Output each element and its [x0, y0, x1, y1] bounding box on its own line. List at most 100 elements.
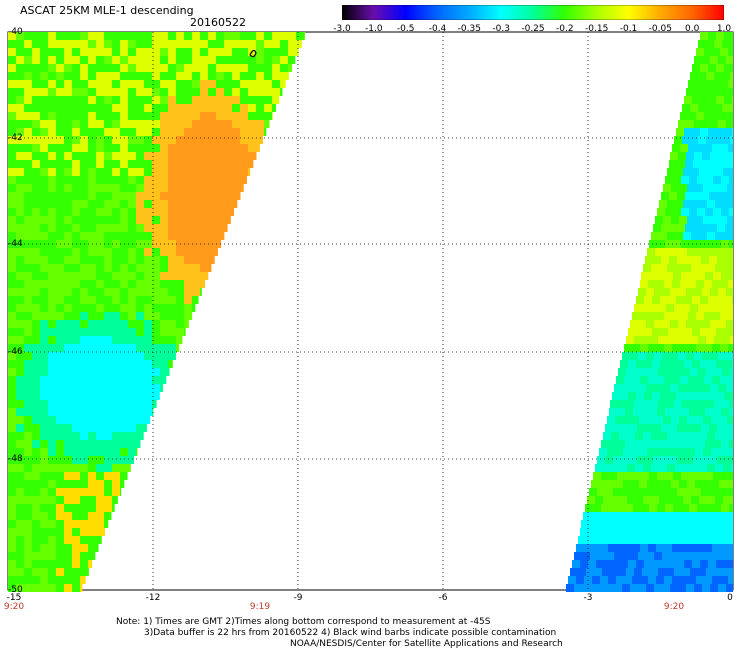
- swath-cell: [80, 184, 88, 192]
- swath-cell: [112, 304, 120, 312]
- swath-cell: [16, 136, 24, 144]
- swath-cell: [652, 296, 660, 304]
- swath-cell: [184, 56, 192, 64]
- swath-cell: [602, 536, 610, 544]
- swath-cell: [264, 56, 272, 64]
- lon-tick-label: -6: [438, 593, 448, 603]
- swath-cell: [697, 472, 705, 480]
- swath-cell: [8, 312, 16, 320]
- swath-cell: [208, 192, 216, 200]
- swath-cell: [152, 232, 160, 240]
- swath-cell: [693, 256, 701, 264]
- swath-cell: [726, 384, 733, 392]
- swath-cell: [96, 448, 104, 456]
- swath-cell: [666, 336, 674, 344]
- swath-cell: [104, 248, 112, 256]
- swath-cell: [686, 552, 694, 560]
- swath-cell: [72, 40, 80, 48]
- swath-cell: [32, 104, 40, 112]
- swath-cell: [675, 232, 683, 240]
- swath-cell: [672, 544, 680, 552]
- swath-cell: [655, 480, 663, 488]
- swath-cell: [104, 128, 112, 136]
- swath-cell: [646, 552, 654, 560]
- swath-cell: [64, 88, 72, 96]
- swath-cell: [676, 360, 684, 368]
- swath-cell: [8, 568, 16, 576]
- swath-cell: [112, 192, 120, 200]
- swath-cell: [160, 88, 168, 96]
- swath-cell: [8, 472, 16, 480]
- swath-cell: [200, 120, 208, 128]
- swath-cell: [650, 304, 658, 312]
- swath-cell: [40, 280, 48, 288]
- swath-cell: [655, 216, 663, 224]
- swath-cell: [112, 352, 120, 360]
- swath-cell: [184, 104, 192, 112]
- swath-cell: [711, 216, 719, 224]
- swath-cell: [136, 288, 144, 296]
- swath-cell: [56, 352, 64, 360]
- swath-cell: [176, 336, 183, 344]
- swath-cell: [56, 312, 64, 320]
- swath-cell: [48, 288, 56, 296]
- swath-cell: [8, 64, 16, 72]
- swath-cell: [16, 120, 24, 128]
- swath-cell: [200, 256, 208, 264]
- swath-cell: [208, 176, 216, 184]
- swath-cell: [673, 176, 681, 184]
- swath-cell: [698, 368, 706, 376]
- swath-cell: [64, 32, 72, 40]
- swath-cell: [112, 272, 120, 280]
- swath-cell: [623, 480, 631, 488]
- swath-cell: [631, 512, 639, 520]
- colorbar-tick-label: -0.15: [585, 24, 609, 34]
- swath-cell: [120, 168, 128, 176]
- swath-cell: [696, 576, 704, 584]
- swath-cell: [718, 320, 726, 328]
- swath-cell: [144, 104, 152, 112]
- swath-cell: [704, 48, 712, 56]
- swath-cell: [120, 376, 128, 384]
- swath-cell: [673, 208, 681, 216]
- swath-cell: [160, 56, 168, 64]
- swath-cell: [96, 264, 104, 272]
- swath-cell: [80, 248, 88, 256]
- swath-cell: [718, 352, 726, 360]
- swath-cell: [643, 496, 651, 504]
- swath-cell: [72, 304, 80, 312]
- swath-cell: [232, 80, 240, 88]
- swath-cell: [48, 520, 56, 528]
- swath-cell: [160, 80, 168, 88]
- swath-cell: [72, 320, 80, 328]
- swath-cell: [40, 80, 48, 88]
- swath-cell: [655, 512, 663, 520]
- swath-cell: [176, 312, 184, 320]
- swath-cell: [240, 88, 248, 96]
- swath-cell: [607, 480, 615, 488]
- swath-cell: [152, 128, 160, 136]
- swath-cell: [56, 248, 64, 256]
- swath-cell: [40, 144, 48, 152]
- swath-cell: [104, 272, 112, 280]
- swath-cell: [652, 392, 660, 400]
- swath-cell: [240, 144, 248, 152]
- swath-cell: [64, 144, 72, 152]
- swath-cell: [642, 568, 650, 576]
- swath-cell: [715, 464, 723, 472]
- swath-cell: [635, 464, 643, 472]
- swath-cell: [80, 88, 88, 96]
- swath-cell: [256, 144, 260, 152]
- swath-cell: [725, 192, 733, 200]
- swath-cell: [80, 328, 88, 336]
- swath-cell: [144, 416, 151, 424]
- swath-cell: [568, 576, 576, 584]
- swath-cell: [8, 344, 16, 352]
- swath-cell: [88, 40, 96, 48]
- swath-cell: [666, 304, 674, 312]
- swath-cell: [160, 384, 164, 392]
- swath-cell: [665, 176, 673, 184]
- swath-cell: [692, 560, 700, 568]
- swath-cell: [682, 136, 690, 144]
- swath-cell: [48, 32, 56, 40]
